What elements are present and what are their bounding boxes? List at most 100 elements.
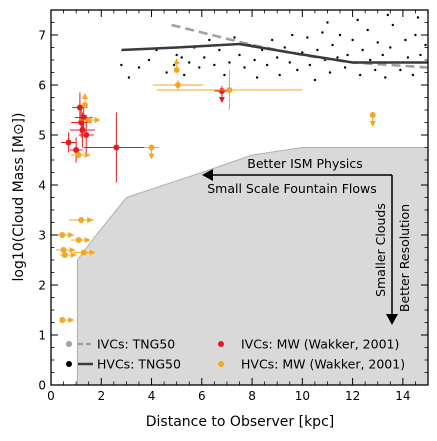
tng-cloud-point-31	[288, 61, 291, 64]
tng-cloud-point-6	[172, 63, 176, 67]
tng-cloud-point-29	[278, 73, 281, 77]
mw-hvc-marker-4	[78, 217, 85, 223]
mw-hvc-point-13	[156, 70, 303, 110]
tng-cloud-point-64	[414, 33, 417, 37]
tng-cloud-point-3	[147, 58, 151, 62]
mw-hvc-marker-14	[369, 112, 376, 118]
tng-cloud-point-24	[255, 76, 259, 79]
annotation-better-resolution: Better Resolution	[397, 204, 412, 312]
mw-hvc-marker-5	[75, 237, 82, 243]
tng-cloud-point-14	[208, 38, 211, 42]
arrowhead-left	[202, 169, 213, 181]
tng-cloud-point-16	[218, 48, 221, 52]
tng-cloud-point-45	[343, 66, 347, 69]
mw-ivc-marker-4	[80, 114, 87, 121]
mw-hvc-marker-1	[60, 247, 67, 253]
tng-cloud-point-30	[283, 46, 286, 49]
tng-cloud-point-49	[358, 73, 362, 77]
mw-hvc-arrow-1-head	[69, 247, 76, 253]
tng-cloud-point-47	[351, 38, 354, 42]
mw-hvc-point-6	[73, 249, 96, 256]
tng-cloud-point-35	[306, 36, 309, 39]
tng-cloud-point-2	[137, 66, 141, 69]
legend-marker-mw-hvc	[218, 361, 224, 367]
mw-hvc-arrow-2-head	[68, 317, 75, 323]
y-tick-label-7: 7	[38, 29, 46, 43]
tng-cloud-point-43	[336, 56, 339, 59]
arrowhead-down	[386, 314, 398, 325]
tng-cloud-point-68	[356, 18, 359, 22]
mw-hvc-marker-6	[80, 249, 87, 256]
tng-cloud-point-17	[223, 73, 226, 77]
tng-cloud-point-9	[183, 73, 186, 77]
x-axis-title: Distance to Observer [kpc]	[146, 414, 334, 430]
mw-hvc-point-12	[152, 80, 204, 90]
mw-hvc-point-1	[56, 247, 76, 253]
tng-cloud-point-33	[296, 68, 299, 72]
tng-cloud-point-28	[276, 56, 279, 59]
legend-label-mw-hvc: HVCs: MW (Wakker, 2001)	[241, 357, 405, 372]
tng-cloud-point-39	[321, 31, 324, 34]
tng-cloud-point-5	[165, 71, 168, 74]
legend-label-tng-ivc: IVCs: TNG50	[97, 337, 175, 352]
tng-cloud-point-15	[213, 63, 216, 67]
legend-label-mw-ivc: IVCs: MW (Wakker, 2001)	[241, 337, 399, 352]
mw-hvc-arrow-0-head	[68, 232, 75, 238]
tng-cloud-point-62	[406, 56, 410, 59]
tng-cloud-point-55	[381, 53, 384, 57]
tng-cloud-point-60	[399, 68, 402, 72]
mw-hvc-arrow-8-head	[81, 93, 88, 99]
annotation-ism-physics: Better ISM Physics	[247, 156, 362, 171]
tng-cloud-point-7	[175, 53, 178, 57]
tng-cloud-point-63	[411, 73, 415, 77]
x-tick-label-10: 10	[295, 389, 310, 403]
tng-cloud-point-37	[313, 78, 317, 82]
tng-cloud-point-25	[260, 48, 264, 52]
mw-ivc-marker-1	[73, 147, 80, 153]
mw-hvc-arrow-10-head	[148, 153, 155, 160]
mw-ivc-marker-0	[65, 139, 72, 146]
tng-cloud-point-46	[346, 53, 349, 57]
mw-ivc-point-1	[69, 137, 83, 163]
tng-cloud-point-67	[424, 43, 427, 47]
tng-cloud-point-13	[203, 56, 206, 59]
mw-hvc-arrow-6-head	[89, 249, 96, 256]
tng-cloud-point-18	[228, 61, 231, 64]
mw-hvc-marker-8	[81, 102, 88, 108]
mw-hvc-arrow-7-head	[84, 152, 91, 158]
tng-cloud-point-36	[308, 63, 312, 67]
mw-hvc-marker-2	[59, 317, 66, 323]
mw-hvc-arrow-11-head	[173, 58, 180, 64]
tng-cloud-point-27	[270, 38, 274, 42]
mw-hvc-arrow-9-head	[94, 117, 101, 123]
tng-cloud-point-53	[374, 68, 377, 72]
tng-cloud-point-41	[328, 71, 332, 74]
tng-cloud-point-44	[338, 33, 342, 37]
tng-cloud-point-38	[316, 48, 319, 52]
mw-hvc-point-11	[173, 58, 180, 73]
annotation-smaller-clouds: Smaller Clouds	[373, 203, 388, 297]
y-tick-label-6: 6	[38, 79, 46, 93]
y-tick-label-1: 1	[38, 329, 46, 343]
tng-cloud-point-57	[389, 46, 392, 49]
mw-hvc-marker-0	[59, 232, 66, 238]
x-tick-label-6: 6	[198, 389, 206, 403]
mw-hvc-marker-11	[173, 67, 180, 73]
mw-hvc-point-4	[68, 217, 94, 223]
tng-cloud-point-52	[368, 58, 372, 62]
y-tick-label-0: 0	[38, 379, 46, 393]
tng-cloud-point-42	[331, 43, 334, 47]
mw-hvc-point-7	[71, 152, 91, 158]
mw-hvc-marker-13	[226, 87, 233, 93]
tng-cloud-point-21	[243, 66, 246, 69]
x-tick-label-2: 2	[97, 389, 105, 403]
tng-cloud-point-58	[391, 23, 395, 27]
mw-hvc-point-0	[57, 232, 75, 238]
x-tick-label-4: 4	[148, 389, 156, 403]
mw-hvc-point-2	[59, 317, 75, 323]
x-tick-label-12: 12	[345, 389, 360, 403]
y-axis-title: log10(Cloud Mass [M⊙])	[11, 113, 27, 282]
tng-cloud-point-26	[265, 63, 269, 67]
mw-ivc-marker-3	[79, 127, 86, 133]
